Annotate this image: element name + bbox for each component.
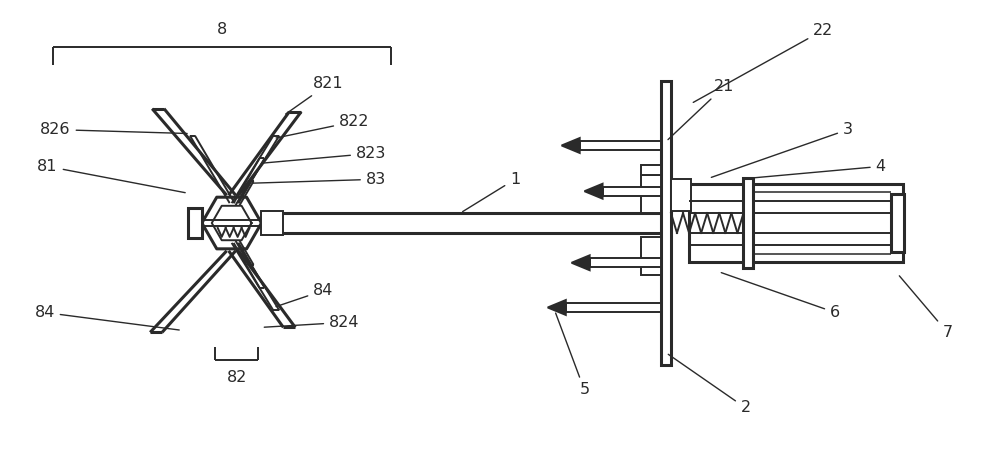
Bar	[580, 141, 661, 150]
Bar	[566, 303, 661, 312]
Text: 826: 826	[40, 122, 187, 137]
Bar	[641, 166, 661, 175]
Bar	[261, 211, 283, 235]
Bar	[661, 81, 671, 365]
Text: 821: 821	[286, 76, 344, 114]
Bar	[743, 178, 753, 268]
Bar	[188, 208, 202, 238]
Text: 83: 83	[252, 172, 386, 187]
Text: 7: 7	[899, 276, 952, 340]
Text: 21: 21	[668, 79, 734, 140]
Text: 1: 1	[463, 172, 520, 212]
Bar	[671, 179, 691, 211]
Text: 81: 81	[37, 159, 185, 193]
Text: 2: 2	[668, 354, 751, 415]
Polygon shape	[562, 138, 580, 153]
Text: 3: 3	[711, 122, 853, 177]
Bar	[641, 175, 661, 213]
Polygon shape	[584, 184, 603, 199]
Bar	[590, 258, 661, 267]
Bar	[891, 194, 904, 252]
Text: 8: 8	[217, 22, 227, 37]
Text: 823: 823	[262, 146, 386, 163]
Text: 6: 6	[721, 273, 840, 320]
Text: 84: 84	[34, 305, 179, 330]
Text: 82: 82	[226, 369, 247, 385]
Text: 22: 22	[693, 23, 833, 102]
Text: 824: 824	[264, 315, 360, 330]
Text: 822: 822	[276, 114, 369, 138]
Text: 4: 4	[751, 159, 886, 178]
Bar	[689, 184, 903, 262]
Text: 84: 84	[276, 283, 334, 307]
Bar	[641, 237, 661, 275]
Polygon shape	[572, 255, 590, 270]
Text: 5: 5	[556, 313, 589, 397]
Bar	[603, 187, 661, 196]
Polygon shape	[548, 300, 566, 315]
